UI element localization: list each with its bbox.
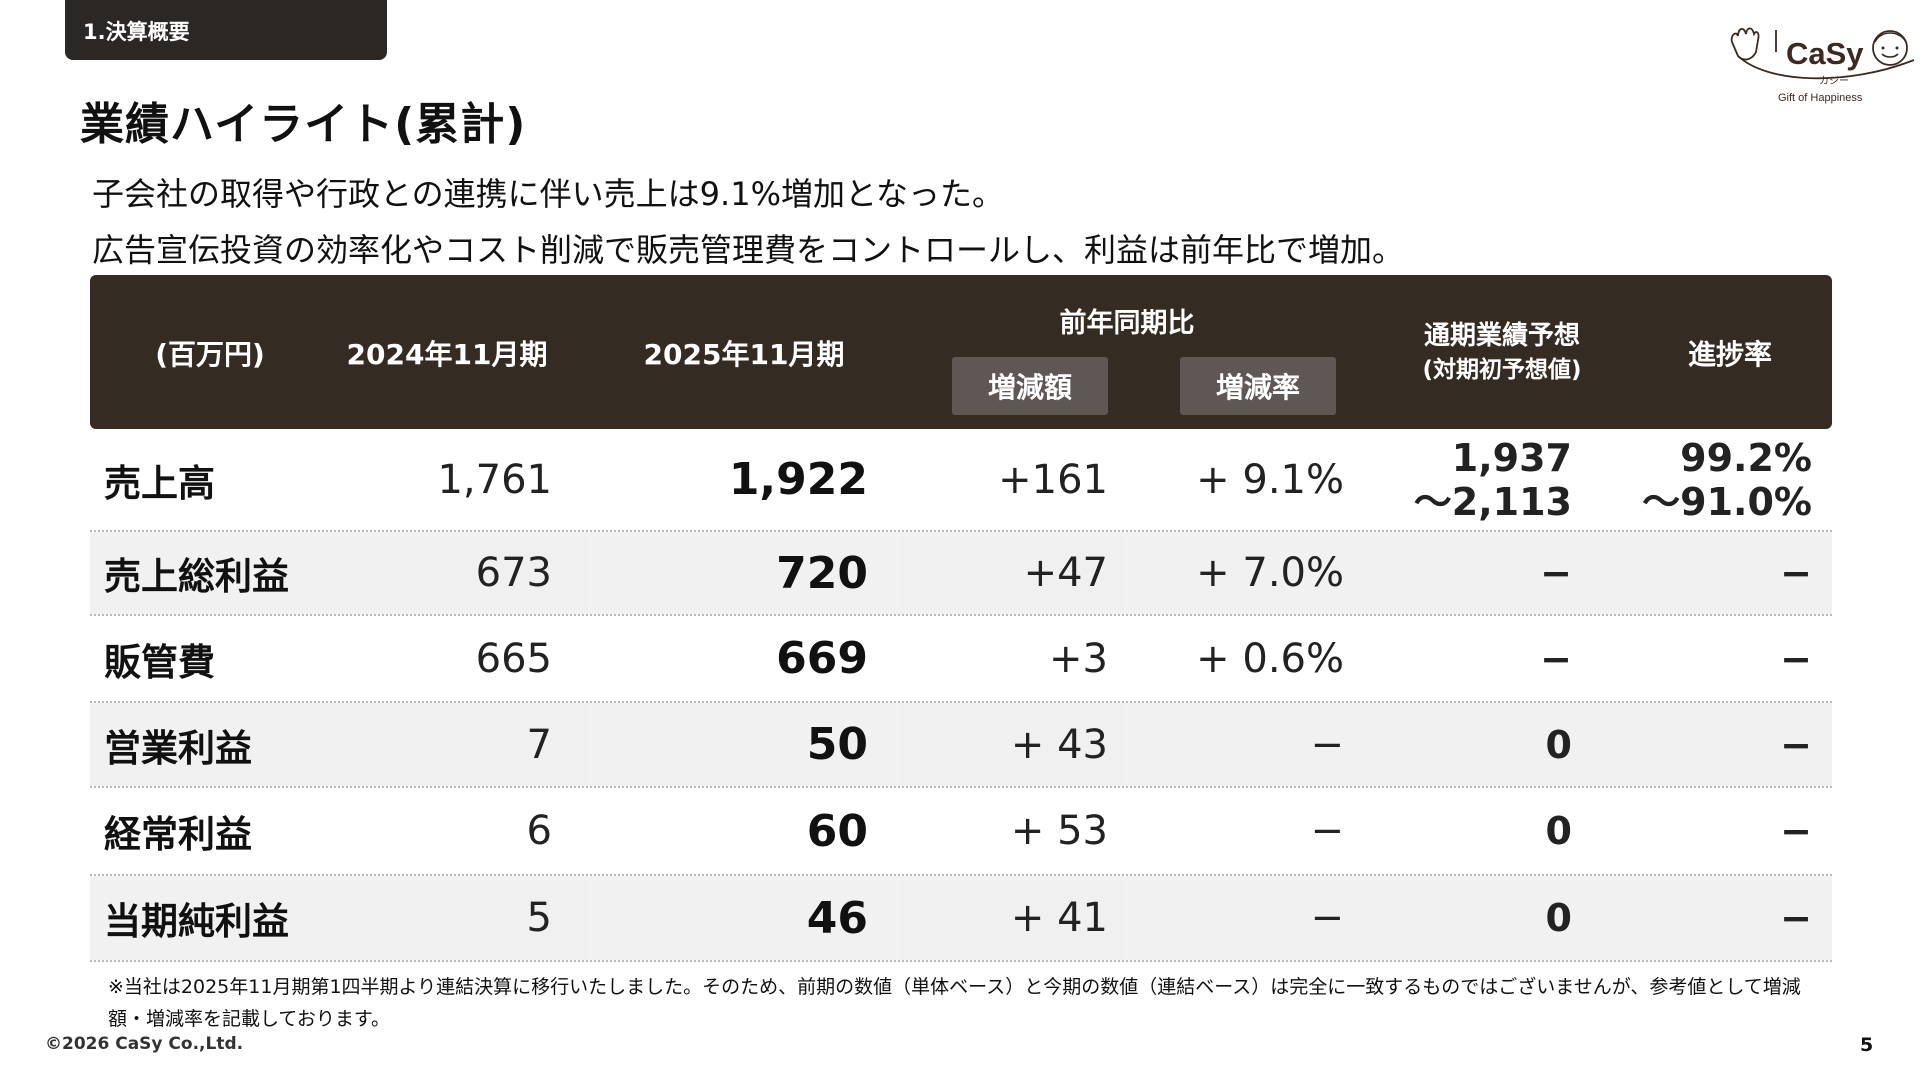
- fy2025-value: 46: [588, 876, 900, 960]
- performance-table: (百万円) 2024年11月期 2025年11月期 前年同期比 増減額 増減率 …: [90, 275, 1832, 962]
- header-progress: 進捗率: [1688, 338, 1773, 371]
- header-yoy-rate: 増減率: [1180, 357, 1336, 415]
- table-row-gross-profit: 売上総利益 673 720 +47 + 7.0% − −: [90, 532, 1832, 616]
- yoy-rate: −: [1124, 703, 1358, 786]
- yoy-rate: + 0.6%: [1196, 635, 1344, 682]
- forecast: −: [1540, 636, 1572, 681]
- yoy-amount: +161: [998, 456, 1108, 503]
- summary-line-1: 子会社の取得や行政との連携に伴い売上は9.1%増加となった。: [92, 175, 1005, 213]
- table-row-sga: 販管費 665 669 +3 + 0.6% − −: [90, 616, 1832, 703]
- logo-kana: カジー: [1819, 76, 1849, 87]
- progress: −: [1780, 636, 1812, 681]
- table-row-sales: 売上高 1,761 1,922 +161 + 9.1% 1,937 〜2,113…: [90, 429, 1832, 532]
- header-yoy-amount: 増減額: [952, 357, 1108, 415]
- header-unit: (百万円): [155, 338, 265, 371]
- header-yoy: 前年同期比: [1059, 308, 1195, 339]
- fy2025-value: 60: [806, 805, 868, 857]
- fy2024-value: 673: [306, 532, 588, 614]
- header-forecast-title: 通期業績予想: [1423, 321, 1580, 351]
- fy2024-value: 5: [306, 876, 588, 960]
- row-label: 販管費: [104, 640, 215, 684]
- row-label: 売上総利益: [90, 532, 306, 614]
- table-row-net-income: 当期純利益 5 46 + 41 − 0 −: [90, 876, 1832, 962]
- progress: −: [1594, 703, 1832, 786]
- footnote: ※当社は2025年11月期第1四半期より連結決算に移行いたしました。そのため、前…: [108, 976, 1801, 1030]
- header-forecast: 通期業績予想 (対期初予想値): [1354, 319, 1650, 387]
- progress: 99.2% 〜91.0%: [1594, 429, 1832, 530]
- summary-line-2: 広告宣伝投資の効率化やコスト削減で販売管理費をコントロールし、利益は前年比で増加…: [92, 231, 1405, 269]
- row-label: 当期純利益: [90, 876, 306, 960]
- page-title: 業績ハイライト(累計): [80, 99, 527, 150]
- fy2025-value: 720: [588, 532, 900, 614]
- row-label: 経常利益: [104, 813, 252, 856]
- yoy-amount: + 43: [900, 703, 1124, 786]
- yoy-rate: + 9.1%: [1196, 456, 1344, 503]
- progress-line-1: 99.2%: [1680, 435, 1812, 480]
- forecast: 1,937 〜2,113: [1358, 429, 1594, 530]
- yoy-amount: +47: [900, 532, 1124, 614]
- yoy-amount: + 41: [900, 876, 1124, 960]
- table-header: (百万円) 2024年11月期 2025年11月期 前年同期比 増減額 増減率 …: [90, 275, 1832, 429]
- yoy-rate: −: [1310, 808, 1344, 854]
- section-label: 1.決算概要: [83, 20, 190, 44]
- fy2024-value: 665: [475, 635, 552, 682]
- forecast: −: [1358, 532, 1594, 614]
- fy2024-value: 7: [306, 703, 588, 786]
- progress: −: [1780, 809, 1812, 853]
- progress-line-2: 〜91.0%: [1642, 479, 1812, 524]
- company-logo: CaSy カジー Gift of Happiness: [1728, 22, 1918, 114]
- row-label: 売上高: [104, 461, 215, 505]
- forecast: 0: [1358, 703, 1594, 786]
- fy2025-value: 50: [588, 703, 900, 786]
- table-row-operating-profit: 営業利益 7 50 + 43 − 0 −: [90, 703, 1832, 788]
- table-row-ordinary-profit: 経常利益 6 60 + 53 − 0 −: [90, 788, 1832, 876]
- header-fy2024: 2024年11月期: [346, 338, 548, 371]
- logo-tagline: Gift of Happiness: [1778, 92, 1863, 104]
- summary: 子会社の取得や行政との連携に伴い売上は9.1%増加となった。 広告宣伝投資の効率…: [92, 166, 1404, 278]
- forecast-line-2: 〜2,113: [1413, 479, 1572, 524]
- waving-hand-smiley-icon: [1730, 27, 1915, 80]
- row-label: 営業利益: [90, 703, 306, 786]
- logo-brand: CaSy: [1786, 36, 1864, 71]
- fy2025-value: 669: [776, 633, 868, 684]
- fy2024-value: 6: [526, 808, 552, 854]
- yoy-amount: + 53: [1010, 808, 1108, 854]
- progress: −: [1594, 876, 1832, 960]
- page-number: 5: [1860, 1034, 1874, 1056]
- header-forecast-subtitle: (対期初予想値): [1422, 357, 1582, 383]
- progress: −: [1594, 532, 1832, 614]
- section-tab: 1.決算概要: [65, 0, 387, 60]
- yoy-rate: −: [1124, 876, 1358, 960]
- header-fy2025: 2025年11月期: [643, 338, 845, 371]
- forecast: 0: [1545, 809, 1572, 853]
- copyright: ©2026 CaSy Co.,Ltd.: [45, 1034, 244, 1054]
- yoy-rate: + 7.0%: [1124, 532, 1358, 614]
- fy2024-value: 1,761: [437, 456, 552, 503]
- forecast-line-1: 1,937: [1451, 435, 1572, 480]
- fy2025-value: 1,922: [728, 454, 868, 505]
- yoy-amount: +3: [1049, 635, 1108, 682]
- forecast: 0: [1358, 876, 1594, 960]
